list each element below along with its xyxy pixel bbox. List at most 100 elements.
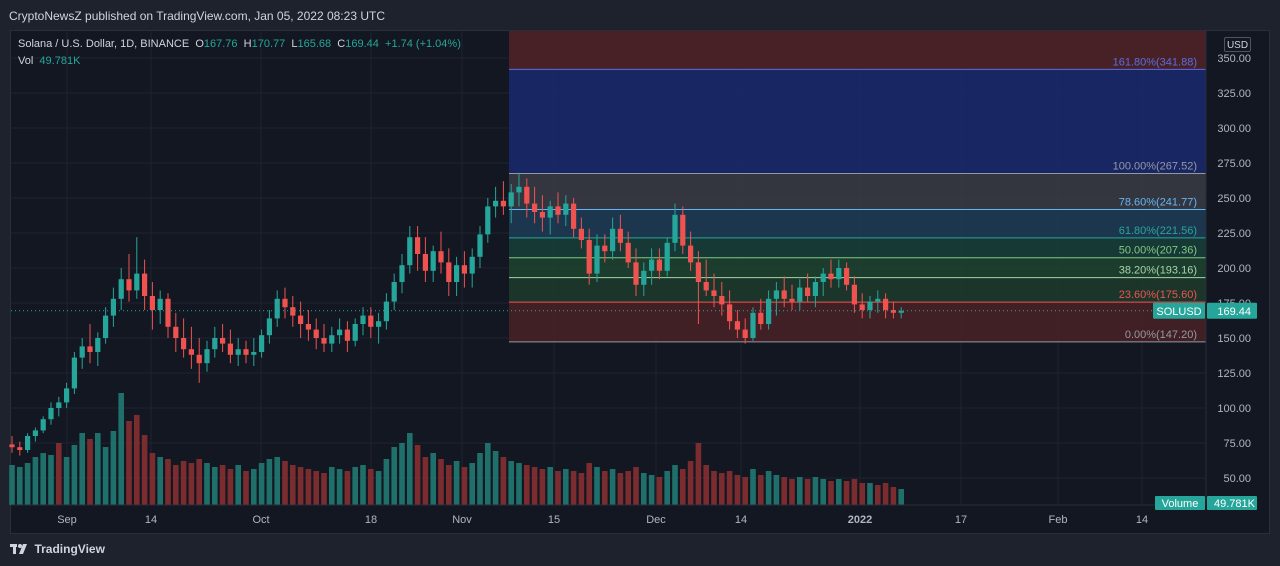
candle-body xyxy=(368,316,373,327)
price-tick-label: 325.00 xyxy=(1217,88,1251,100)
ohlc-row: Solana / U.S. Dollar, 1D, BINANCE O167.7… xyxy=(18,38,461,55)
price-tick-label: 300.00 xyxy=(1217,123,1251,135)
price-tick-label: 75.00 xyxy=(1223,438,1251,450)
candle-body xyxy=(298,316,303,324)
volume-bar xyxy=(95,433,101,505)
candle-body xyxy=(259,335,264,352)
candle-body xyxy=(860,304,865,310)
candle-body xyxy=(696,262,701,282)
candle-body xyxy=(142,274,147,296)
candle-body xyxy=(212,338,217,349)
volume-bar xyxy=(711,471,717,505)
volume-bar xyxy=(883,483,889,505)
currency-button[interactable]: USD xyxy=(1224,37,1251,52)
volume-bar xyxy=(571,471,577,505)
volume-bar xyxy=(469,463,475,505)
candle-body xyxy=(345,330,350,341)
price-tick-label: 150.00 xyxy=(1217,333,1251,345)
volume-bar xyxy=(48,455,54,505)
candle-body xyxy=(618,229,623,243)
candle-body xyxy=(805,288,810,296)
fib-zone xyxy=(509,278,1206,303)
volume-bar xyxy=(547,467,553,505)
volume-bar xyxy=(368,469,374,505)
candle-body xyxy=(321,338,326,344)
candle-body xyxy=(485,206,490,234)
volume-bar xyxy=(813,477,819,505)
volume-badge-label: Volume xyxy=(1162,498,1199,510)
candle-body xyxy=(657,260,662,271)
candle-body xyxy=(399,265,404,282)
fib-level-label: 78.60%(241.77) xyxy=(1119,197,1197,209)
volume-bar xyxy=(594,467,600,505)
volume-bar xyxy=(337,469,343,505)
time-tick-label: 14 xyxy=(145,514,157,526)
volume-bar xyxy=(618,473,624,505)
volume-bar xyxy=(134,415,140,505)
fib-zone xyxy=(509,258,1206,278)
candle-body xyxy=(95,338,100,352)
volume-bar xyxy=(56,443,62,505)
candle-body xyxy=(610,229,615,251)
volume-bar xyxy=(235,465,241,505)
candle-body xyxy=(548,206,553,217)
symbol-label[interactable]: Solana / U.S. Dollar, 1D, BINANCE xyxy=(18,38,189,50)
price-tick-label: 50.00 xyxy=(1223,473,1251,485)
price-tick-label: 350.00 xyxy=(1217,53,1251,65)
volume-bar xyxy=(649,475,655,505)
high-value: 170.77 xyxy=(252,38,286,50)
candle-body xyxy=(454,265,459,282)
volume-bar xyxy=(329,467,335,505)
volume-bar xyxy=(118,393,124,505)
volume-row: Vol 49.781K xyxy=(18,55,461,72)
volume-bar xyxy=(836,479,842,505)
candle-body xyxy=(87,346,92,352)
candle-body xyxy=(680,215,685,246)
candle-body xyxy=(251,352,256,355)
candle-body xyxy=(220,338,225,344)
volume-bar xyxy=(454,461,460,505)
candle-body xyxy=(228,344,233,355)
volume-bar xyxy=(313,471,319,505)
tradingview-logo-icon xyxy=(10,543,30,555)
candle-body xyxy=(243,349,248,355)
candle-body xyxy=(688,246,693,263)
candle-body xyxy=(446,262,451,282)
time-tick-label: Feb xyxy=(1049,514,1068,526)
candle-body xyxy=(641,271,646,285)
candle-body xyxy=(665,243,670,271)
fib-level-label: 61.80%(221.56) xyxy=(1119,225,1197,237)
volume-bar xyxy=(852,479,858,505)
volume-bar xyxy=(501,457,507,505)
volume-bar xyxy=(157,457,163,505)
candle-body xyxy=(524,187,529,204)
candle-body xyxy=(189,349,194,355)
volume-bar xyxy=(516,463,522,505)
candle-body xyxy=(329,335,334,343)
brand-name[interactable]: TradingView xyxy=(34,542,104,556)
candle-body xyxy=(501,201,506,207)
volume-bar xyxy=(267,459,273,505)
candle-body xyxy=(72,358,77,389)
candle-body xyxy=(462,265,467,273)
candle-body xyxy=(493,201,498,207)
volume-bar xyxy=(282,461,288,505)
candle-body xyxy=(33,430,38,436)
candle-body xyxy=(470,257,475,274)
volume-bar xyxy=(781,477,787,505)
volume-bar xyxy=(859,483,865,505)
candle-body xyxy=(633,262,638,284)
candle-body xyxy=(782,290,787,298)
volume-bar xyxy=(391,447,397,505)
candle-body xyxy=(103,316,108,338)
volume-bar xyxy=(727,471,733,505)
volume-bar xyxy=(274,457,280,505)
volume-bar xyxy=(532,467,538,505)
fib-level-label: 38.20%(193.16) xyxy=(1119,265,1197,277)
candle-body xyxy=(158,299,163,310)
candle-body xyxy=(711,290,716,296)
volume-bar xyxy=(657,477,663,505)
candle-body xyxy=(204,349,209,363)
fib-zone xyxy=(509,302,1206,342)
